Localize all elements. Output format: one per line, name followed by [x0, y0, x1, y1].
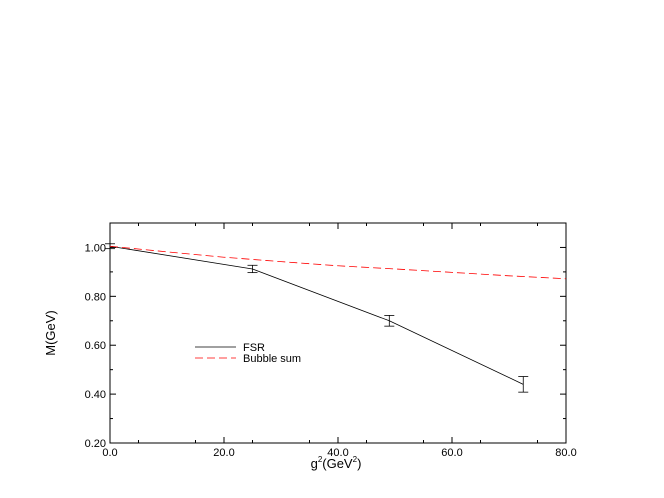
y-tick-label: 0.40: [85, 389, 106, 401]
y-tick-label: 0.20: [85, 438, 106, 450]
error-bar: [384, 314, 395, 327]
y-axis-label: M(GeV): [43, 310, 58, 356]
legend: FSR Bubble sum: [195, 342, 301, 365]
legend-label-fsr: FSR: [243, 342, 265, 354]
y-tick-label: 0.60: [85, 340, 106, 352]
x-tick-label: 40.0: [327, 447, 348, 459]
axis-tick-labels: 0.0 20.0 40.0 60.0 80.0 0.20 0.40 0.60 0.80 1.00: [85, 242, 577, 459]
series-layer: [105, 243, 567, 393]
x-tick-label: 80.0: [555, 447, 576, 459]
y-tick-label: 1.00: [85, 242, 106, 254]
x-tick-label: 20.0: [213, 447, 234, 459]
series-line-bubble-sum: [109, 245, 567, 280]
series-line-fsr: [109, 245, 524, 385]
plot-frame: [109, 222, 567, 444]
y-tick-label: 0.80: [85, 291, 106, 303]
axis-ticks: [109, 222, 567, 444]
error-bar: [247, 264, 258, 274]
x-tick-label: 60.0: [441, 447, 462, 459]
error-bar: [518, 376, 529, 393]
x-tick-label: 0.0: [102, 447, 117, 459]
legend-label-bubble-sum: Bubble sum: [243, 353, 301, 365]
x-axis-label: g2(GeV2): [311, 455, 362, 471]
